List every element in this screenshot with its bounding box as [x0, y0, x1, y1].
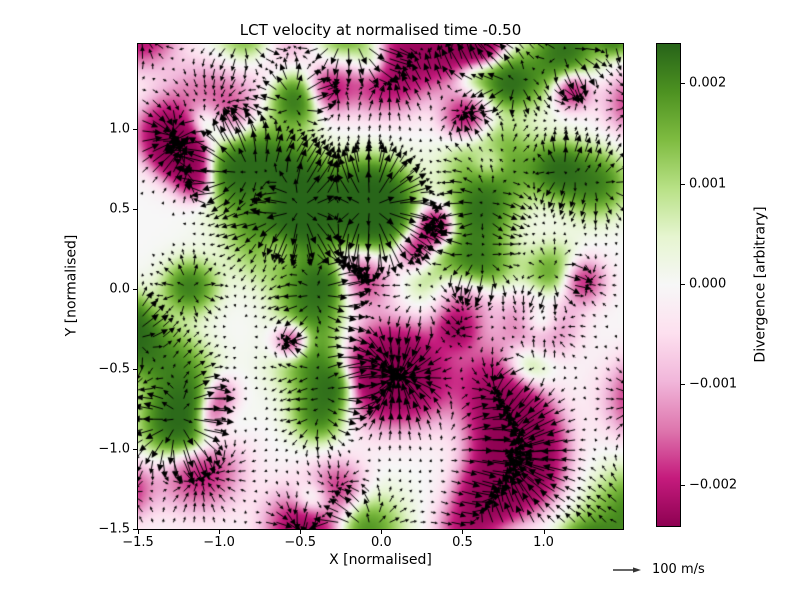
x-tick-mark: [138, 530, 139, 534]
x-tick-label: −1.0: [203, 535, 235, 550]
x-tick-mark: [381, 530, 383, 534]
y-tick-label: −1.5: [98, 521, 130, 537]
colorbar-tick-label: 0.001: [689, 176, 727, 192]
plot-title: LCT velocity at normalised time -0.50: [239, 21, 522, 39]
x-tick-label: 0.5: [452, 535, 473, 550]
colorbar-tick-label: −0.002: [689, 477, 738, 493]
colorbar-tick-label: −0.001: [689, 376, 738, 392]
x-tick-mark: [462, 530, 464, 534]
colorbar-tick-mark: [681, 484, 685, 486]
x-tick-label: −0.5: [284, 535, 316, 550]
quiver-key-arrow-icon: [613, 567, 641, 573]
y-tick-mark: [133, 448, 137, 450]
colorbar: [656, 43, 681, 527]
colorbar-tick-mark: [681, 284, 685, 285]
y-tick-mark: [133, 529, 137, 530]
quiver-key-label: 100 m/s: [652, 562, 705, 577]
colorbar-tick-label: 0.000: [689, 276, 727, 292]
quiver-key: 100 m/s: [612, 561, 705, 579]
vector-field-canvas: [137, 43, 624, 530]
x-tick-label: 0.0: [370, 535, 392, 550]
x-tick-mark: [219, 530, 221, 534]
y-axis-label: Y [normalised]: [63, 234, 80, 337]
colorbar-tick-mark: [681, 183, 685, 185]
y-tick-mark: [133, 208, 137, 210]
colorbar-label: Divergence [arbitrary]: [752, 206, 769, 363]
colorbar-tick-mark: [681, 83, 685, 85]
y-tick-label: −1.0: [98, 441, 130, 457]
y-tick-mark: [133, 368, 137, 370]
y-tick-mark: [133, 288, 137, 290]
x-tick-label: −1.5: [122, 535, 154, 550]
y-tick-label: 0.0: [109, 281, 130, 297]
x-axis-label: X [normalised]: [329, 552, 432, 568]
y-tick-label: −0.5: [98, 361, 130, 377]
colorbar-tick-mark: [681, 384, 685, 386]
y-tick-label: 0.5: [109, 201, 130, 217]
colorbar-tick-label: 0.002: [689, 75, 727, 91]
x-tick-mark: [300, 530, 302, 534]
y-tick-label: 1.0: [109, 121, 130, 137]
y-tick-mark: [133, 128, 137, 130]
x-tick-mark: [543, 530, 545, 534]
x-tick-label: 1.0: [533, 535, 554, 550]
